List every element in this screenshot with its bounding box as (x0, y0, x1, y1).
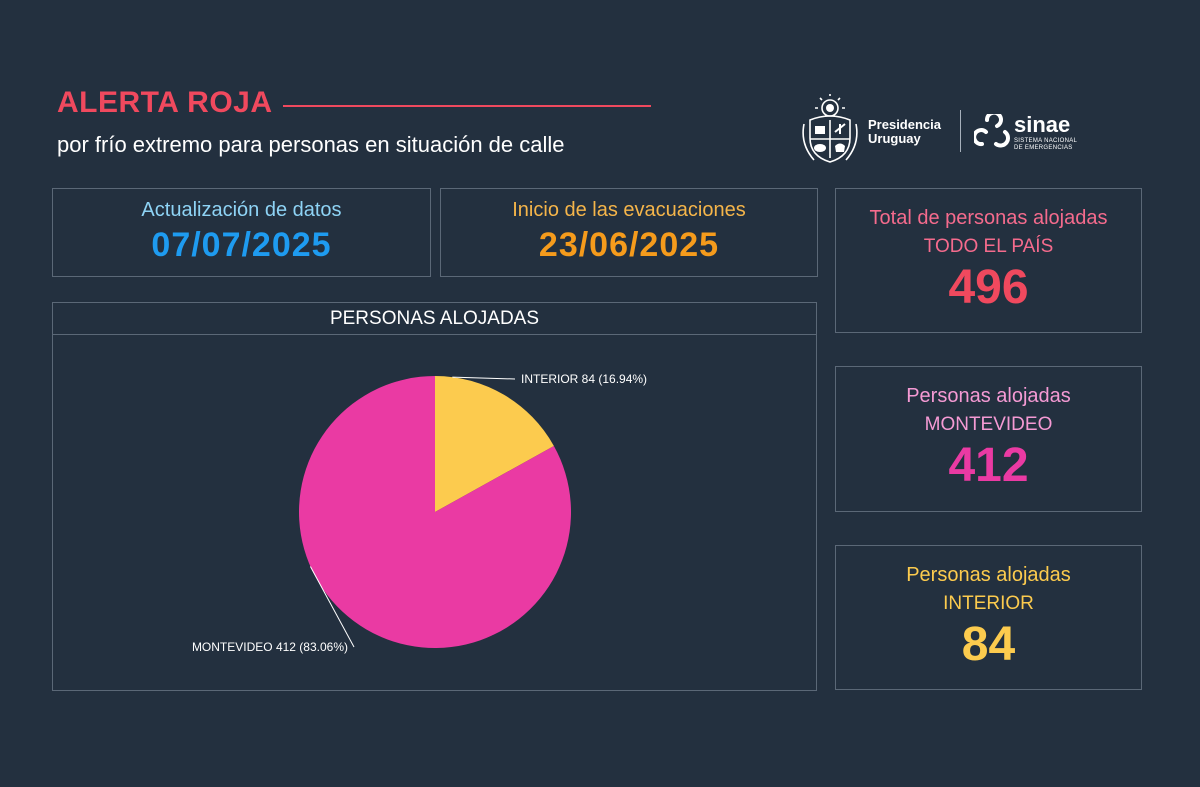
presidencia-label: Presidencia Uruguay (868, 118, 941, 146)
update-date-label: Actualización de datos (141, 199, 342, 221)
total-value: 496 (948, 261, 1029, 314)
sinae-name: sinae (1014, 112, 1071, 137)
page-subtitle: por frío extremo para personas en situac… (57, 132, 565, 157)
evacuation-start-label: Inicio de las evacuaciones (512, 199, 746, 221)
pie-leader-line-interior (452, 376, 516, 380)
page-title: ALERTA ROJA (57, 86, 273, 119)
uruguay-coat-of-arms-icon (802, 94, 858, 163)
update-date-card: Actualización de datos 07/07/2025 (52, 188, 431, 277)
total-label: Total de personas alojadas (869, 207, 1108, 229)
presidencia-line2: Uruguay (868, 131, 921, 146)
logo-group: Presidencia Uruguay sinae SISTEMA NACION… (800, 94, 1100, 168)
pie-chart: INTERIOR 84 (16.94%) MONTEVIDEO 412 (83.0… (192, 372, 647, 654)
evacuation-start-value: 23/06/2025 (538, 226, 720, 264)
pie-slice-montevideo[interactable] (299, 376, 571, 648)
presidencia-line1: Presidencia (868, 117, 941, 132)
logo-divider (960, 110, 961, 152)
sinae-sub-line1: SISTEMA NACIONAL (1014, 138, 1078, 144)
total-card: Total de personas alojadas TODO EL PAÍS … (835, 188, 1142, 333)
pie-label-interior: INTERIOR 84 (16.94%) (521, 372, 647, 386)
sinae-subtitle: SISTEMA NACIONAL DE EMERGENCIAS (1014, 138, 1077, 152)
sinae-logo-icon (974, 114, 1010, 148)
interior-value: 84 (961, 618, 1016, 671)
pie-chart-title: PERSONAS ALOJADAS (53, 303, 816, 335)
pie-chart-panel: PERSONAS ALOJADAS INTERIOR 84 (16.94%) MO… (52, 302, 817, 691)
update-date-value: 07/07/2025 (151, 226, 332, 264)
evacuation-start-card: Inicio de las evacuaciones 23/06/2025 (440, 188, 818, 277)
pie-label-montevideo: MONTEVIDEO 412 (83.06%) (192, 640, 348, 654)
interior-label: Personas alojadas (906, 564, 1071, 586)
interior-sub: INTERIOR (943, 593, 1034, 614)
sinae-sub-line2: DE EMERGENCIAS (1014, 145, 1073, 151)
pie-leader-line-montevideo (309, 566, 355, 648)
montevideo-value: 412 (948, 439, 1029, 492)
interior-card: Personas alojadas INTERIOR 84 (835, 545, 1142, 690)
montevideo-card: Personas alojadas MONTEVIDEO 412 (835, 366, 1142, 512)
montevideo-label: Personas alojadas (906, 385, 1071, 407)
pie-slice-interior[interactable] (435, 376, 554, 512)
title-divider (283, 105, 651, 107)
montevideo-sub: MONTEVIDEO (924, 414, 1053, 435)
total-sub: TODO EL PAÍS (923, 236, 1054, 257)
